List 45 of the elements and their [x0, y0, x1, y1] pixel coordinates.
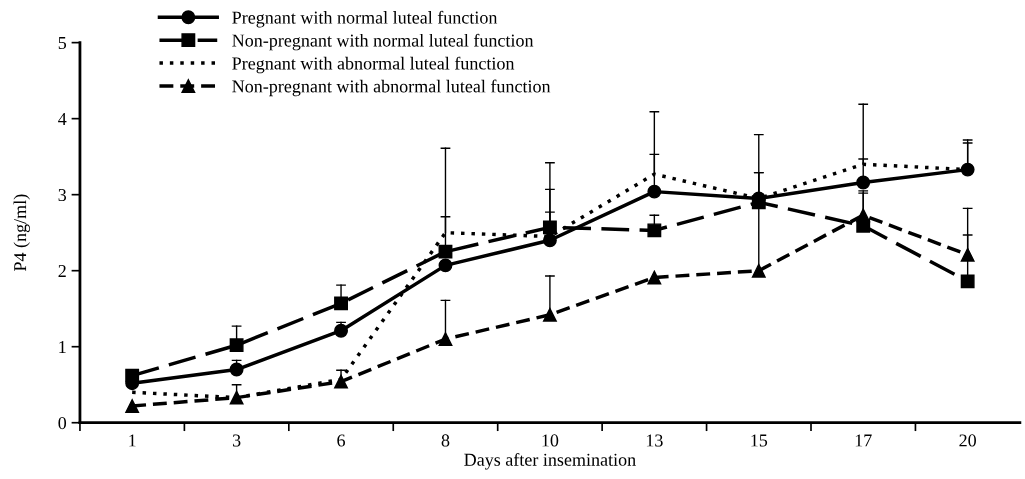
x-tick-label: 10: [542, 434, 559, 447]
legend-label: Pregnant with normal luteal function: [232, 10, 498, 28]
point: [438, 258, 453, 273]
point: [229, 390, 244, 405]
point: [125, 368, 140, 383]
y-axis-title: P4 (ng/ml): [13, 194, 30, 272]
point: [960, 162, 975, 177]
point: [960, 247, 975, 262]
x-axis-title: Days after insemination: [464, 452, 636, 470]
x-tick-label: 20: [959, 434, 976, 447]
y-tick-label: 0: [58, 416, 67, 430]
legend-label: Non-pregnant with normal luteal function: [232, 33, 534, 51]
y-tick-label: 3: [58, 188, 67, 202]
y-tick-label: 2: [58, 264, 66, 277]
point: [125, 399, 140, 413]
x-tick-label: 6: [337, 434, 346, 447]
point: [960, 274, 975, 289]
point: [438, 244, 453, 259]
point: [542, 307, 557, 322]
x-tick-label: 17: [855, 434, 872, 447]
point: [229, 362, 244, 377]
legend-label: Non-pregnant with abnormal luteal function: [232, 79, 551, 97]
point: [438, 332, 453, 347]
y-tick-label: 4: [58, 113, 67, 125]
x-tick-label: 13: [646, 434, 663, 447]
point: [647, 184, 662, 199]
y-tick-label: 1: [59, 341, 66, 353]
point: [856, 175, 871, 190]
point: [334, 323, 348, 338]
point: [751, 195, 766, 210]
x-tick-label: 3: [232, 434, 241, 447]
y-tick-label: 5: [58, 37, 67, 50]
point: [647, 270, 662, 285]
legend-label: Pregnant with abnormal luteal function: [232, 56, 515, 74]
point: [334, 296, 348, 311]
point: [856, 208, 871, 223]
x-tick-label: 1: [129, 434, 136, 447]
point: [334, 374, 348, 389]
point: [542, 233, 557, 248]
point: [229, 338, 244, 353]
point: [751, 263, 766, 278]
x-tick-label: 15: [751, 434, 768, 447]
x-tick-label: 8: [441, 434, 450, 447]
point: [647, 223, 662, 238]
point: [542, 220, 557, 235]
